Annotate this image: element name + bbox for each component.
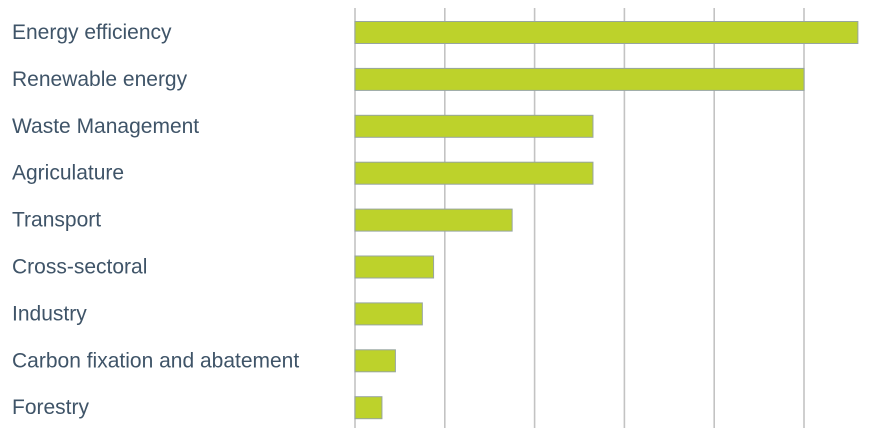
bar-cross-sectoral [354, 255, 435, 279]
category-labels: Energy efficiency Renewable energy Waste M… [12, 21, 299, 419]
bar-energy-efficiency [354, 21, 859, 44]
bar-waste-management [354, 114, 594, 138]
category-label: Renewable energy [12, 68, 188, 91]
category-label: Industry [12, 302, 87, 325]
bar-carbon-fixation-and-abatement [354, 349, 396, 373]
category-label: Forestry [12, 396, 90, 419]
category-label: Agriculature [12, 162, 124, 185]
bar-renewable-energy [354, 67, 805, 91]
bar-industry [354, 302, 423, 326]
bar-agriculature [354, 161, 594, 185]
category-label: Carbon fixation and abatement [12, 349, 299, 372]
bars [354, 21, 859, 420]
category-label: Transport [12, 209, 101, 232]
category-label: Waste Management [12, 115, 199, 138]
bar-forestry [354, 396, 383, 420]
category-label: Cross-sectoral [12, 256, 147, 279]
bar-transport [354, 208, 513, 232]
category-label: Energy efficiency [12, 21, 172, 44]
